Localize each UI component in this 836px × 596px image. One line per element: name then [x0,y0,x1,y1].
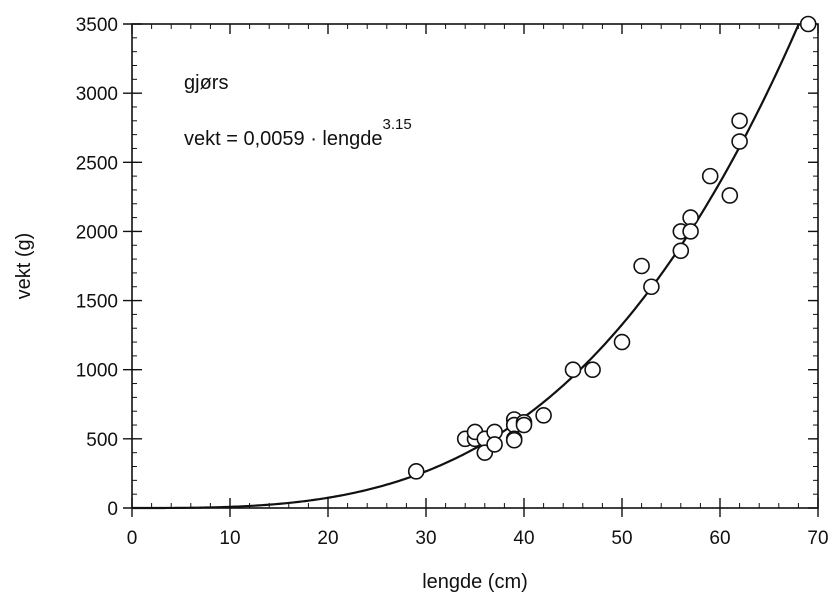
data-point [535,407,552,424]
y-axis-title: vekt (g) [13,233,35,300]
data-point [407,463,425,480]
x-tick-label: 10 [219,528,240,549]
y-tick-label: 3500 [76,15,118,36]
x-tick-label: 60 [709,528,730,549]
x-tick-label: 50 [611,528,632,549]
data-point [486,436,503,453]
data-point [721,187,739,204]
x-tick-label: 70 [807,528,828,549]
data-point [682,223,699,240]
y-tick-label: 2500 [76,153,118,174]
x-tick-label: 30 [415,528,436,549]
data-point [672,242,690,260]
data-point [731,133,748,150]
data-point [643,278,660,296]
data-point [584,361,601,379]
y-tick-label: 1500 [76,292,118,313]
data-point [505,431,523,449]
data-point [682,209,699,226]
y-tick-label: 3000 [76,84,118,105]
data-point [799,15,817,33]
data-point [564,361,582,379]
data-points [407,15,817,480]
formula-main: vekt = 0,0059 · lengde [184,128,382,150]
species-label: gjørs [184,72,228,94]
data-point [633,257,650,275]
data-point [701,167,719,185]
x-tick-labels: 0 10 20 30 40 50 60 70 [127,528,829,549]
y-tick-label: 2000 [76,222,118,243]
data-point [515,416,533,434]
y-tick-labels: 0 500 1000 1500 2000 2500 3000 3500 [76,15,118,520]
y-tick-label: 0 [107,499,118,520]
plot-frame [131,23,819,509]
x-tick-label: 20 [317,528,338,549]
x-tick-label: 0 [127,528,138,549]
formula-label: vekt = 0,0059 · lengde3.15 [184,116,412,150]
y-tick-label: 500 [86,430,118,451]
x-axis-title: lengde (cm) [422,571,528,593]
data-point [613,333,631,351]
x-tick-label: 40 [513,528,534,549]
formula-exponent: 3.15 [382,116,411,133]
y-tick-label: 1000 [76,361,118,382]
data-point [731,112,748,130]
